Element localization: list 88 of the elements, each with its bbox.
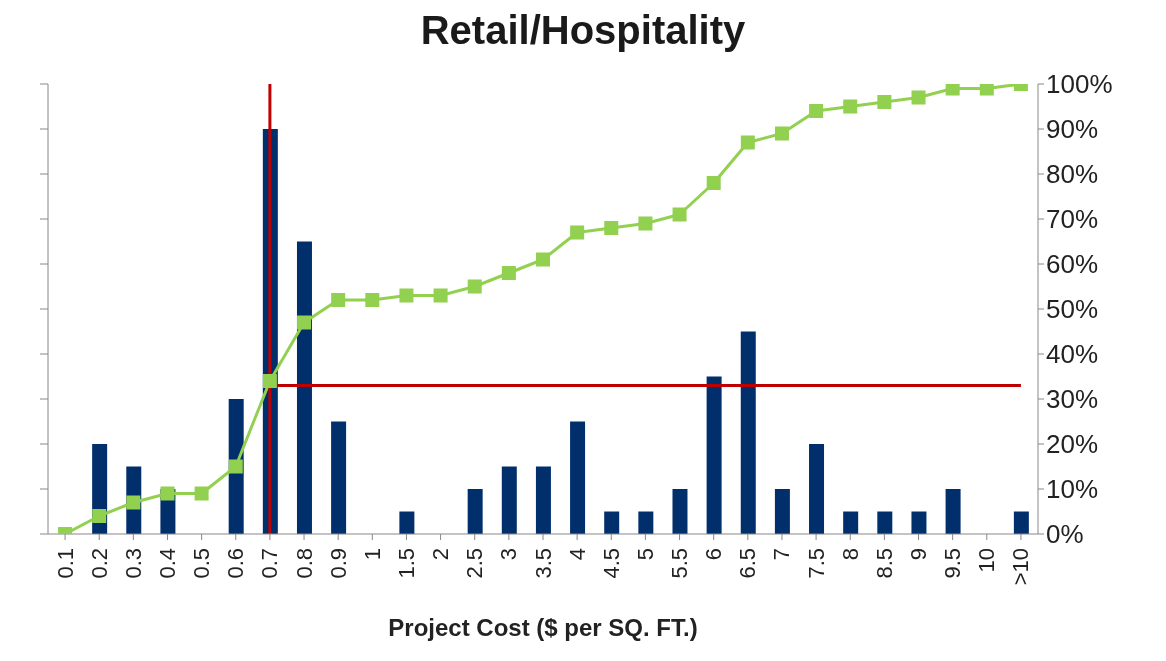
point — [194, 486, 209, 501]
x-tick-label: 8 — [837, 548, 863, 561]
x-tick-label: 8.5 — [871, 548, 897, 579]
bar — [399, 511, 415, 534]
bar — [604, 511, 620, 534]
x-tick-label: 3 — [496, 548, 522, 561]
point — [331, 293, 346, 307]
bar — [740, 331, 756, 534]
x-tick-label: 0.9 — [325, 548, 351, 579]
y-tick-label: 80% — [1046, 159, 1099, 190]
point — [809, 104, 824, 118]
point — [945, 84, 960, 96]
point — [262, 374, 277, 388]
x-tick-label: 7 — [769, 548, 795, 561]
bar — [501, 466, 517, 534]
y-tick-label: 60% — [1046, 249, 1099, 280]
y-tick-label: 90% — [1046, 114, 1099, 145]
x-tick-label: 4.5 — [598, 548, 624, 579]
x-tick-label: 0.8 — [291, 548, 317, 579]
point — [877, 95, 892, 109]
bar — [296, 241, 312, 534]
bar — [706, 376, 722, 534]
bar — [809, 444, 825, 534]
point — [126, 495, 141, 510]
point — [706, 176, 721, 190]
point — [399, 288, 414, 303]
y-tick-label: 20% — [1046, 429, 1099, 460]
point — [467, 279, 482, 294]
point — [365, 293, 380, 307]
x-tick-label: 10 — [974, 548, 1000, 573]
point — [92, 509, 107, 523]
point — [433, 288, 448, 303]
x-tick-label: 2.5 — [462, 548, 488, 579]
x-tick-label: 0.6 — [223, 548, 249, 579]
x-tick-label: 6.5 — [735, 548, 761, 579]
x-tick-label: 6 — [701, 548, 727, 561]
bar — [945, 489, 961, 534]
point — [843, 99, 858, 114]
x-tick-label: 1 — [359, 548, 385, 561]
bar — [331, 421, 347, 534]
point — [911, 90, 926, 105]
y-tick-label: 100% — [1046, 69, 1113, 100]
x-axis-title: Project Cost ($ per SQ. FT.) — [388, 614, 698, 641]
x-tick-label: 4 — [564, 548, 590, 561]
y-tick-label: 70% — [1046, 204, 1099, 235]
x-tick-label: 2 — [428, 548, 454, 561]
x-tick-label: 9.5 — [940, 548, 966, 579]
bar — [877, 511, 893, 534]
x-tick-label: 0.2 — [86, 548, 112, 579]
point — [979, 84, 994, 96]
point — [160, 486, 175, 501]
bar — [535, 466, 551, 534]
point — [604, 221, 619, 235]
point — [740, 135, 755, 150]
bar — [672, 489, 688, 534]
bar — [843, 511, 859, 534]
point — [536, 252, 550, 267]
bar — [1013, 511, 1029, 534]
x-tick-label: 0.1 — [52, 548, 78, 579]
point — [672, 207, 687, 222]
y-tick-label: 40% — [1046, 339, 1099, 370]
y-tick-label: 10% — [1046, 474, 1099, 505]
x-tick-label: 0.5 — [189, 548, 215, 579]
bar — [638, 511, 654, 534]
point — [774, 126, 789, 141]
x-tick-label: 7.5 — [803, 548, 829, 579]
bar — [570, 421, 586, 534]
bar — [911, 511, 927, 534]
x-tick-label: 1.5 — [393, 548, 419, 579]
x-tick-label: 0.4 — [154, 548, 180, 579]
x-tick-label: 9 — [906, 548, 932, 561]
point — [228, 459, 243, 474]
x-tick-label: 5 — [632, 548, 658, 561]
y-tick-label: 50% — [1046, 294, 1099, 325]
point — [570, 225, 585, 240]
bar — [774, 489, 790, 534]
x-tick-label: 0.3 — [120, 548, 146, 579]
point — [638, 216, 653, 231]
x-tick-label: 0.7 — [257, 548, 283, 579]
x-tick-label: 3.5 — [530, 548, 556, 579]
y-tick-label: 30% — [1046, 384, 1099, 415]
bar — [467, 489, 483, 534]
point — [297, 315, 312, 330]
chart-title: Retail/Hospitality — [419, 8, 747, 54]
x-tick-label: >10 — [1008, 548, 1034, 586]
point — [501, 266, 516, 280]
y-tick-label: 0% — [1046, 519, 1084, 550]
x-tick-label: 5.5 — [667, 548, 693, 579]
